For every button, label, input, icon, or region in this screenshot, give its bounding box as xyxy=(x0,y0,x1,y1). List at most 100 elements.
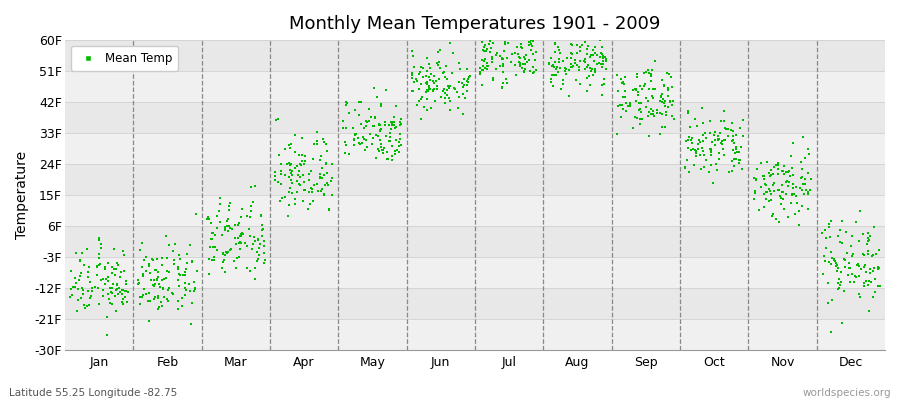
Point xyxy=(317,139,331,145)
Point xyxy=(798,176,813,182)
Point xyxy=(597,76,611,82)
Point xyxy=(476,58,491,64)
Point xyxy=(239,265,254,271)
Point xyxy=(207,244,221,250)
Point xyxy=(389,124,403,130)
Point xyxy=(443,98,457,104)
Point xyxy=(92,250,106,257)
Point xyxy=(249,249,264,256)
Point xyxy=(749,176,763,182)
Point xyxy=(390,147,404,153)
Point xyxy=(598,56,613,62)
Point xyxy=(433,47,447,54)
Point xyxy=(378,122,392,128)
Point xyxy=(638,95,652,102)
Point xyxy=(392,148,406,155)
Point xyxy=(92,255,106,262)
Point xyxy=(688,146,703,153)
Point xyxy=(132,280,147,287)
Point xyxy=(449,89,464,95)
Point xyxy=(615,80,629,86)
Point xyxy=(628,86,643,92)
Point xyxy=(220,218,235,224)
Point xyxy=(155,302,169,309)
Point xyxy=(822,258,836,265)
Point xyxy=(764,197,778,203)
Point xyxy=(871,246,886,253)
Point xyxy=(785,192,799,198)
Point xyxy=(301,206,315,213)
Point xyxy=(860,235,875,241)
Point xyxy=(284,172,299,178)
Point xyxy=(641,67,655,73)
Point xyxy=(82,302,96,308)
Point xyxy=(437,95,452,102)
Point xyxy=(661,70,675,76)
Point xyxy=(372,148,386,154)
Point xyxy=(494,55,508,61)
Point xyxy=(766,211,780,218)
Point xyxy=(296,198,310,205)
Point xyxy=(764,167,778,173)
Point xyxy=(782,178,796,185)
Point xyxy=(210,212,224,219)
Point xyxy=(142,270,157,276)
Point xyxy=(564,55,579,62)
Point xyxy=(686,146,700,152)
Point xyxy=(641,98,655,104)
Point xyxy=(823,224,837,230)
Point xyxy=(375,150,390,157)
Point xyxy=(546,72,561,78)
Point xyxy=(116,296,130,302)
Point xyxy=(160,298,175,305)
Point xyxy=(853,266,868,272)
Point xyxy=(863,266,878,272)
Point xyxy=(523,67,537,74)
Point xyxy=(570,61,584,68)
Point xyxy=(205,236,220,243)
Point xyxy=(80,302,94,309)
Point xyxy=(642,109,656,116)
Point xyxy=(382,134,397,141)
Point xyxy=(294,158,309,165)
Point xyxy=(695,105,709,112)
Point xyxy=(431,59,446,65)
Point xyxy=(220,228,235,234)
Point xyxy=(830,268,844,274)
Point xyxy=(632,100,646,106)
Point xyxy=(295,152,310,158)
Point xyxy=(385,122,400,128)
Point xyxy=(777,163,791,170)
Point xyxy=(375,147,390,153)
Point xyxy=(564,51,579,58)
Point xyxy=(382,138,397,144)
Point xyxy=(440,92,454,98)
Point xyxy=(415,74,429,80)
Point xyxy=(838,257,852,263)
Point xyxy=(549,72,563,78)
Point xyxy=(736,132,751,139)
Point xyxy=(385,153,400,159)
Point xyxy=(407,64,421,70)
Point xyxy=(92,261,106,268)
Point xyxy=(555,57,570,64)
Point xyxy=(90,264,104,270)
Point xyxy=(347,107,362,113)
Point xyxy=(703,118,717,124)
Point xyxy=(588,66,602,72)
Point xyxy=(711,133,725,139)
Point xyxy=(231,222,246,228)
Point xyxy=(857,252,871,258)
Point xyxy=(255,227,269,234)
Point xyxy=(443,83,457,89)
Point xyxy=(320,182,335,188)
Point xyxy=(480,66,494,72)
Point xyxy=(359,118,374,124)
Point xyxy=(690,141,705,147)
Point xyxy=(524,41,538,47)
Point xyxy=(317,191,331,197)
Point xyxy=(718,137,733,143)
Point xyxy=(490,50,504,56)
Point xyxy=(572,58,587,64)
Point xyxy=(779,179,794,185)
